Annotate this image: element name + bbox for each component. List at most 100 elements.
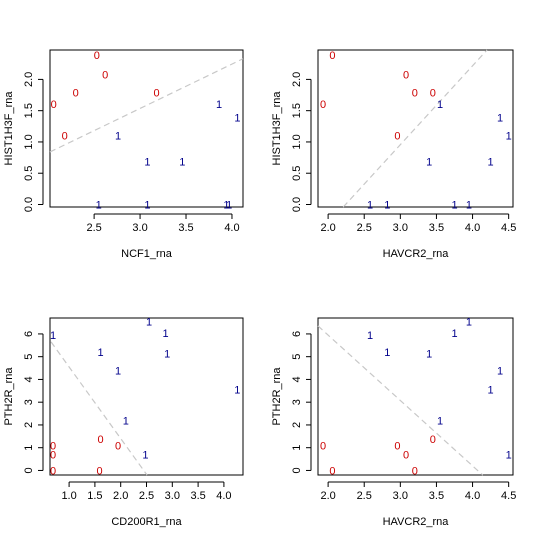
panel-2-data-point: 1	[466, 199, 472, 211]
panel-4-plot-frame	[317, 317, 514, 476]
panel-4-y-tick-label: 2	[291, 422, 303, 428]
panel-3-y-tick-label: 0	[23, 467, 35, 473]
panel-1-x-axis-title: NCF1_rna	[121, 248, 173, 260]
panel-1-data-point: 1	[226, 199, 232, 211]
panel-2-y-tick-label: 2.0	[291, 72, 303, 87]
panel-4-data-point: 1	[488, 385, 494, 397]
panel-3-x-tick-label: 4.0	[216, 490, 231, 502]
panel-3-x-tick-label: 3.5	[190, 490, 205, 502]
panel-2-data-point: 1	[497, 113, 503, 125]
panel-2-x-tick-label: 3.0	[393, 222, 408, 234]
panel-4-fit-line	[317, 325, 484, 476]
panel-3-x-tick-label: 3.0	[165, 490, 180, 502]
panel-2-y-axis-title: HIST1H3F_rna	[271, 91, 283, 166]
panel-3-data-point: 0	[98, 434, 104, 446]
panel-1-y-tick-label: 0.5	[23, 166, 35, 181]
panel-3-data-point: 1	[146, 316, 152, 328]
panel-3-y-axis-title: PTH2R_rna	[3, 367, 15, 426]
panel-1-data-point: 0	[102, 69, 108, 81]
panel-4-data-point: 0	[430, 434, 436, 446]
panel-4-data-point: 1	[506, 450, 512, 462]
panel-3-data-point: 1	[234, 385, 240, 397]
panel-4-x-tick-label: 3.0	[393, 490, 408, 502]
panel-2-data-point: 1	[488, 156, 494, 168]
panel-4-data-point: 0	[320, 440, 326, 452]
panel-3-fit-line	[50, 341, 148, 476]
panel-4-y-tick-label: 4	[291, 376, 303, 382]
panel-3-data-point: 1	[163, 328, 169, 340]
panel-3-data-point: 1	[50, 330, 56, 342]
panel-4-data-point: 1	[384, 347, 390, 359]
panel-3-x-tick-label: 2.5	[139, 490, 154, 502]
panel-3-y-tick-label: 2	[23, 422, 35, 428]
panel-3-data-point: 1	[123, 415, 129, 427]
panel-4-data-point: 0	[403, 450, 409, 462]
panel-2-fit-line	[342, 49, 488, 208]
panel-4-y-tick-label: 1	[291, 445, 303, 451]
panel-1-data-point: 1	[144, 156, 150, 168]
panel-2-y-tick-label: 0.5	[291, 166, 303, 181]
panel-1-y-tick-label: 0.0	[23, 197, 35, 212]
panel-1-data-point: 1	[144, 199, 150, 211]
panel-4-y-tick-label: 0	[291, 467, 303, 473]
panel-3-x-tick-label: 1.5	[87, 490, 102, 502]
panel-1-y-tick-label: 1.5	[23, 103, 35, 118]
panel-1-data-point: 0	[51, 99, 57, 111]
panel-2-x-tick-label: 2.0	[320, 222, 335, 234]
panel-2-x-tick-label: 2.5	[357, 222, 372, 234]
panel-2-data-point: 0	[430, 88, 436, 100]
panel-3-data-point: 0	[50, 450, 56, 462]
panel-3-y-tick-label: 1	[23, 445, 35, 451]
panel-1-y-tick-label: 1.0	[23, 134, 35, 149]
panel-4-x-tick-label: 3.5	[429, 490, 444, 502]
panel-4-data-point: 1	[497, 365, 503, 377]
panel-3-data-point: 0	[115, 440, 121, 452]
panel-2-data-point: 1	[506, 131, 512, 143]
panel-2-data-point: 1	[437, 99, 443, 111]
panel-1-data-point: 1	[96, 199, 102, 211]
panel-4-x-tick-label: 4.5	[501, 490, 516, 502]
panel-1-data-point: 0	[94, 50, 100, 62]
panel-3-y-tick-label: 6	[23, 331, 35, 337]
panel-3-x-axis-title: CD200R1_rna	[111, 516, 182, 528]
panel-2-data-point: 0	[403, 69, 409, 81]
panel-4-data-point: 1	[451, 328, 457, 340]
panel-3-data-point: 0	[96, 465, 102, 477]
panel-3-data-point: 0	[50, 440, 56, 452]
panel-4-data-point: 1	[367, 330, 373, 342]
panel-1-data-point: 1	[216, 99, 222, 111]
panel-3-y-tick-label: 3	[23, 399, 35, 405]
panel-2-data-point: 0	[394, 131, 400, 143]
panel-2-x-tick-label: 4.0	[465, 222, 480, 234]
panel-4-data-point: 0	[329, 465, 335, 477]
panel-2-y-tick-label: 0.0	[291, 197, 303, 212]
panel-1-x-tick-label: 4.0	[224, 222, 239, 234]
panel-3-data-point: 1	[164, 348, 170, 360]
panel-4-data-point: 1	[426, 348, 432, 360]
panel-2-plot-frame	[317, 49, 514, 208]
panel-1-data-point: 1	[223, 199, 229, 211]
panel-2-data-point: 0	[329, 50, 335, 62]
panel-4-data-point: 0	[394, 440, 400, 452]
panel-3-data-point: 1	[115, 365, 121, 377]
panel-1-fit-line	[49, 58, 244, 153]
panel-1-data-point: 0	[62, 131, 68, 143]
panel-4-data-point: 1	[466, 316, 472, 328]
panel-2-y-tick-label: 1.5	[291, 103, 303, 118]
panel-2-x-tick-label: 4.5	[501, 222, 516, 234]
panel-3-y-tick-label: 5	[23, 354, 35, 360]
panel-3-x-tick-label: 2.0	[113, 490, 128, 502]
panel-3-data-point: 1	[142, 450, 148, 462]
panel-4-data-point: 1	[437, 415, 443, 427]
panel-2-data-point: 1	[367, 199, 373, 211]
panel-1-y-axis-title: HIST1H3F_rna	[3, 91, 15, 166]
panel-2-data-point: 0	[412, 88, 418, 100]
panel-1-x-tick-label: 3.5	[178, 222, 193, 234]
panel-4-x-tick-label: 2.0	[320, 490, 335, 502]
panel-4-x-axis-title: HAVCR2_rna	[383, 516, 450, 528]
panel-2-data-point: 1	[426, 156, 432, 168]
panel-1-plot-frame	[49, 49, 244, 208]
panel-2-x-axis-title: HAVCR2_rna	[383, 248, 450, 260]
panel-4-y-tick-label: 3	[291, 399, 303, 405]
panel-3-x-tick-label: 1.0	[61, 490, 76, 502]
